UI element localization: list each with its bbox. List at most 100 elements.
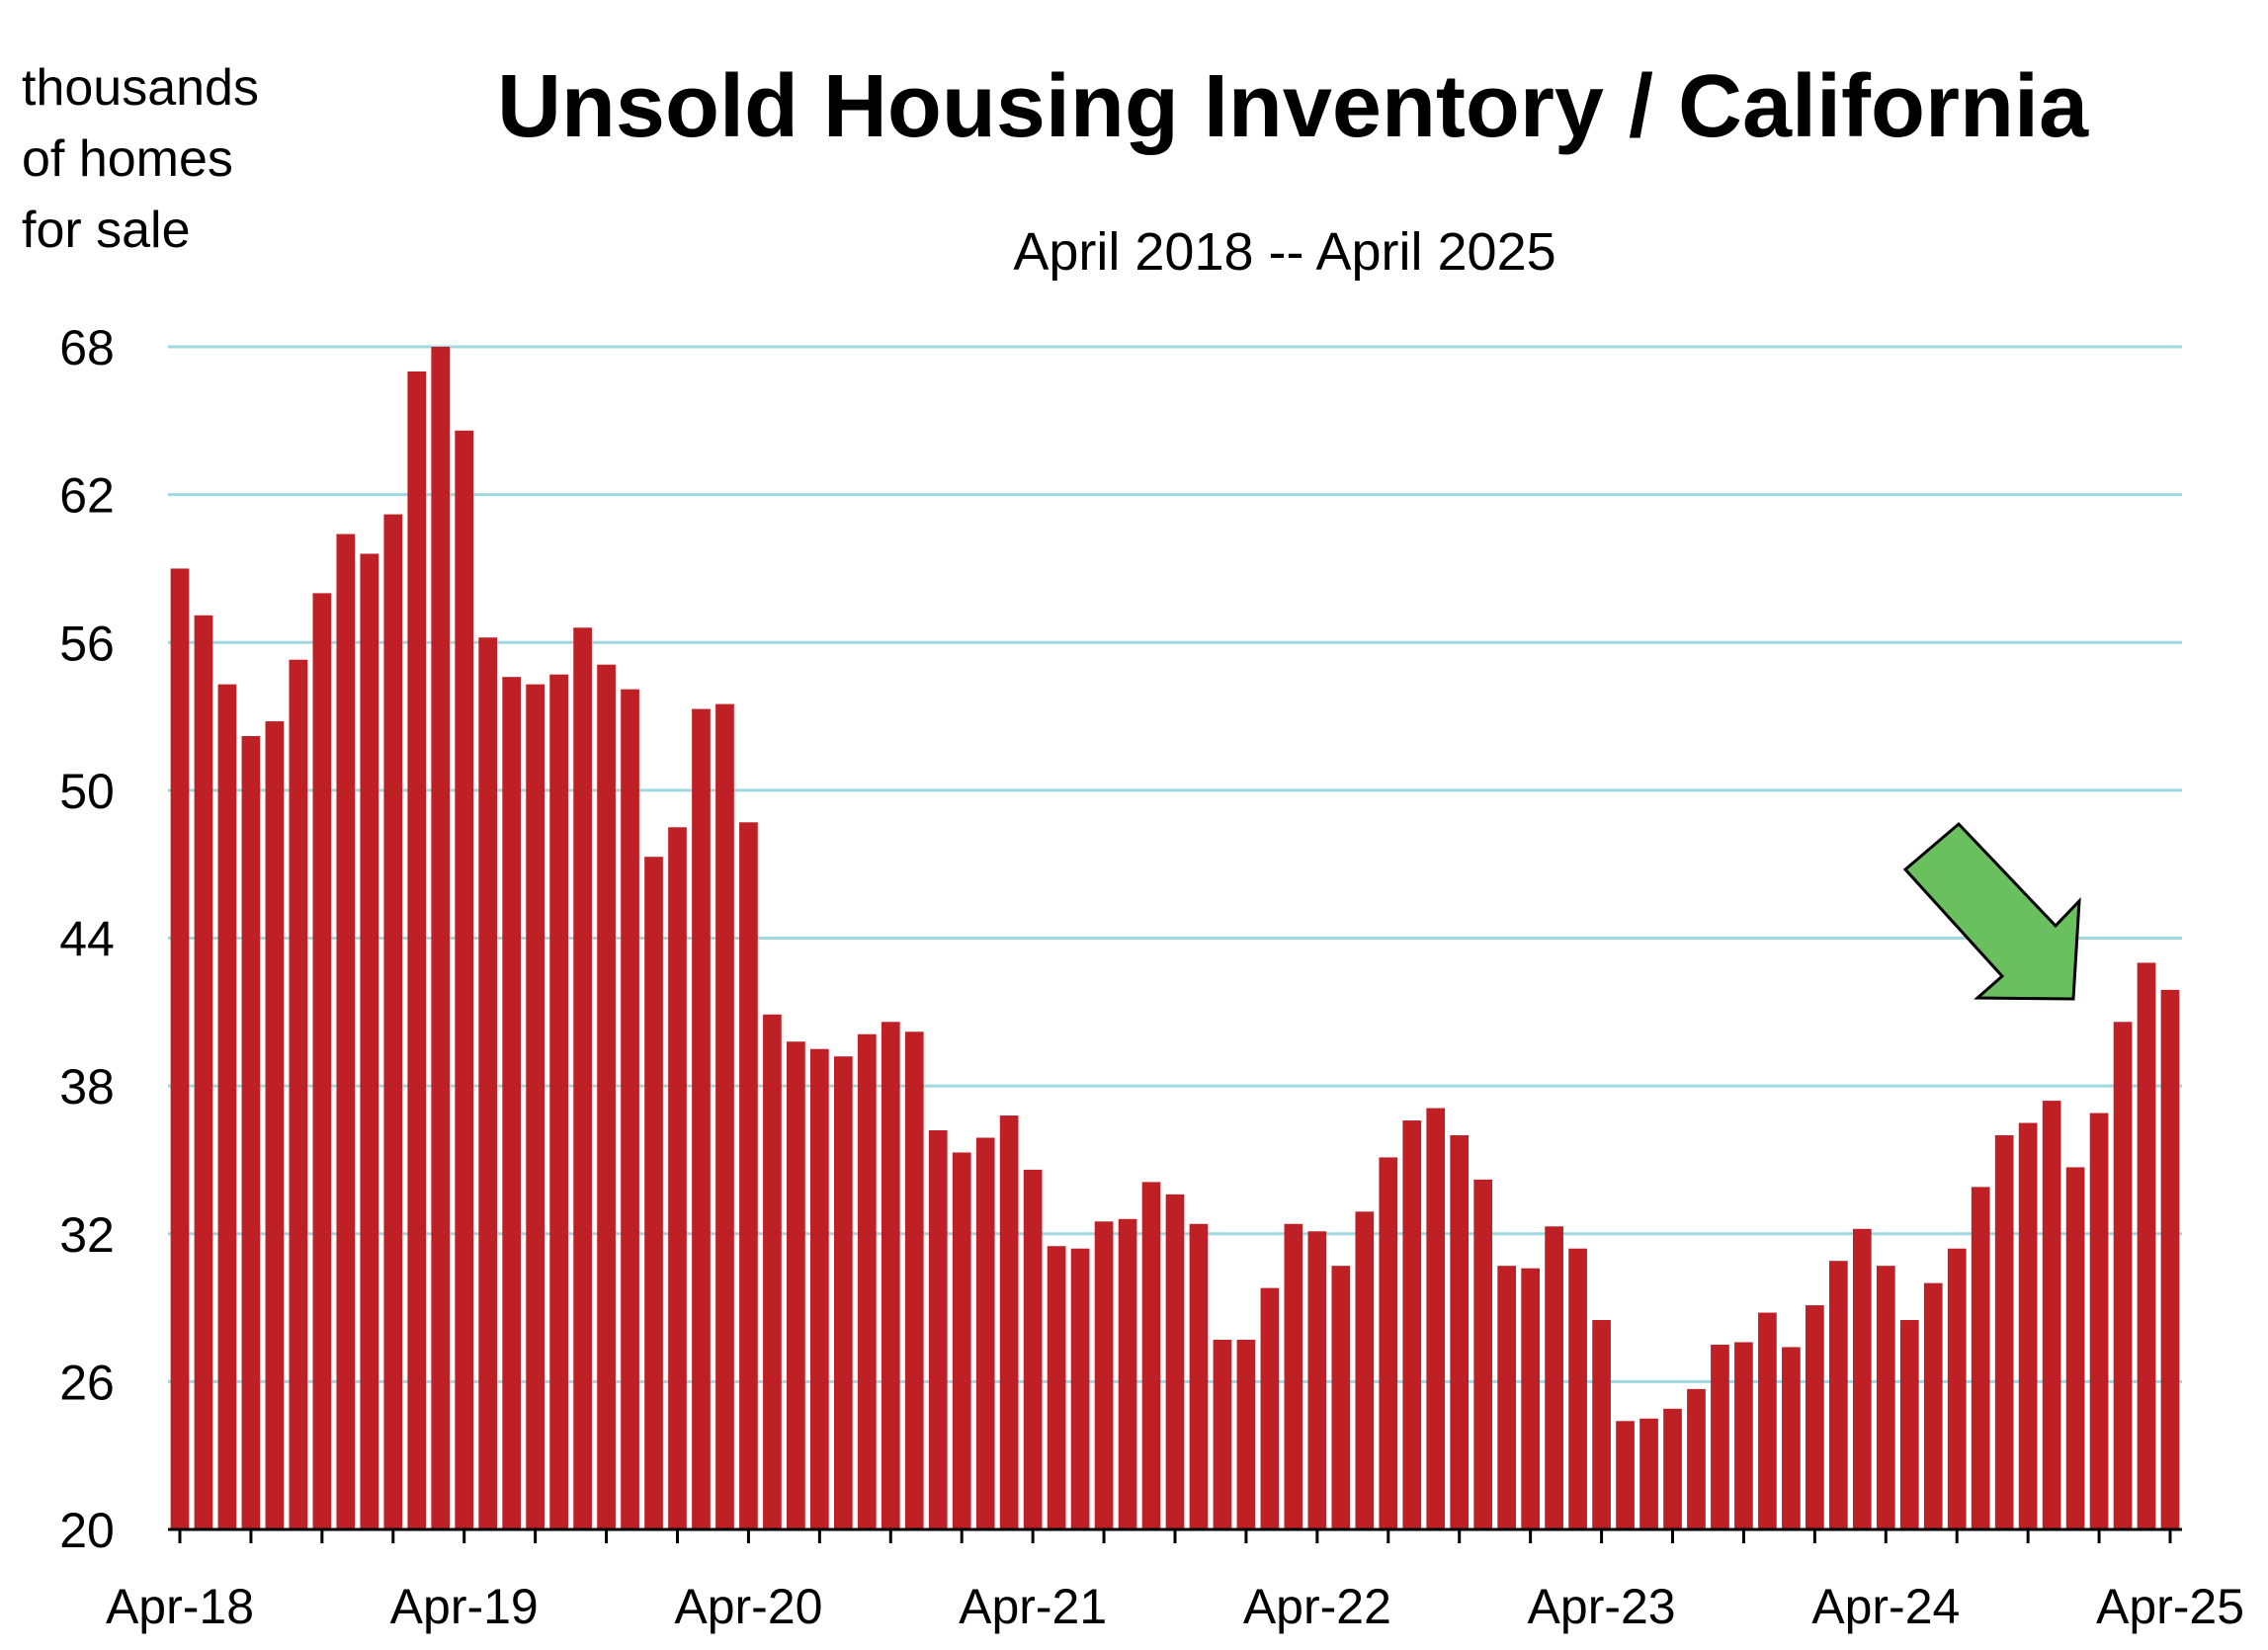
bar-dec-18 — [360, 553, 379, 1529]
bar-feb-20 — [692, 708, 711, 1529]
bar-jul-19 — [526, 684, 545, 1529]
chart-title: Unsold Housing Inventory / California — [497, 57, 2089, 156]
x-tick-labels: Apr-18 Apr-19 Apr-20 Apr-21 Apr-22 Apr-23 Apr-… — [106, 1579, 2244, 1634]
axes — [168, 1527, 2182, 1543]
x-tick-label: Apr-25 — [2096, 1579, 2244, 1634]
bar-may-21 — [1047, 1246, 1066, 1529]
bar-nov-19 — [621, 689, 639, 1529]
bar-dec-22 — [1497, 1266, 1517, 1529]
bar-oct-24 — [2018, 1122, 2038, 1529]
bar-sep-21 — [1141, 1182, 1161, 1529]
bars — [170, 347, 2180, 1530]
bar-apr-19 — [455, 430, 474, 1529]
bar-sep-20 — [857, 1033, 877, 1529]
bar-sep-18 — [289, 659, 308, 1529]
bar-mar-24 — [1852, 1228, 1872, 1529]
x-tick-label: Apr-23 — [1528, 1579, 1676, 1634]
bar-nov-20 — [904, 1031, 924, 1529]
bar-jul-23 — [1663, 1408, 1682, 1529]
green-arrow-annotation — [1902, 821, 2081, 1001]
bar-aug-22 — [1402, 1120, 1422, 1529]
bar-jan-23 — [1521, 1268, 1540, 1529]
bar-nov-23 — [1758, 1312, 1777, 1529]
bar-oct-20 — [881, 1022, 900, 1529]
bar-apr-18 — [170, 568, 190, 1529]
bar-dec-21 — [1213, 1339, 1232, 1529]
y-tick-label: 50 — [59, 764, 115, 819]
bar-jan-24 — [1806, 1305, 1824, 1529]
bar-feb-25 — [2113, 1022, 2133, 1529]
bar-feb-24 — [1828, 1261, 1848, 1529]
bar-dec-23 — [1782, 1347, 1801, 1529]
bar-may-20 — [763, 1014, 782, 1529]
bar-nov-24 — [2042, 1101, 2061, 1529]
bar-mar-25 — [2137, 962, 2156, 1529]
bar-dec-20 — [928, 1130, 948, 1529]
bar-sep-24 — [1994, 1135, 2014, 1529]
bar-jan-19 — [383, 514, 403, 1529]
y-tick-labels: 20 26 32 38 44 50 56 62 68 — [59, 320, 115, 1558]
bar-jul-21 — [1094, 1221, 1114, 1529]
bar-sep-22 — [1426, 1108, 1446, 1529]
bar-jan-20 — [668, 827, 687, 1529]
bar-dec-24 — [2065, 1167, 2085, 1529]
bar-jun-20 — [787, 1041, 805, 1529]
bar-jul-24 — [1947, 1248, 1967, 1529]
bar-aug-23 — [1687, 1388, 1706, 1529]
bar-mar-23 — [1568, 1248, 1587, 1529]
bar-mar-19 — [431, 347, 451, 1529]
x-tick-label: Apr-21 — [959, 1579, 1107, 1634]
bar-mar-20 — [715, 703, 734, 1529]
y-tick-label: 20 — [59, 1503, 115, 1558]
bar-jun-18 — [217, 684, 237, 1529]
chart-subtitle: April 2018 -- April 2025 — [1013, 222, 1555, 282]
y-axis-label-line-1: thousands — [22, 59, 259, 117]
y-axis-label-line-2: of homes — [22, 130, 233, 188]
bar-sep-23 — [1711, 1344, 1729, 1529]
y-tick-label: 62 — [59, 468, 115, 524]
bar-mar-21 — [999, 1115, 1019, 1529]
y-tick-label: 68 — [59, 320, 115, 375]
bar-oct-19 — [597, 664, 616, 1529]
bar-oct-22 — [1450, 1135, 1470, 1529]
bar-may-19 — [478, 637, 498, 1529]
bar-aug-24 — [1971, 1187, 1990, 1529]
bar-jun-24 — [1923, 1282, 1943, 1530]
bar-nov-22 — [1473, 1179, 1493, 1529]
bar-dec-19 — [644, 857, 663, 1529]
bar-apr-24 — [1876, 1266, 1895, 1529]
x-tick-label: Apr-20 — [674, 1579, 822, 1634]
bar-feb-22 — [1260, 1287, 1280, 1529]
y-tick-label: 26 — [59, 1355, 115, 1410]
bar-oct-21 — [1165, 1194, 1185, 1529]
x-tick-label: Apr-19 — [390, 1579, 539, 1634]
bar-aug-18 — [265, 721, 285, 1529]
bar-jun-22 — [1355, 1211, 1375, 1529]
bar-nov-21 — [1189, 1223, 1209, 1529]
y-tick-label: 56 — [59, 616, 115, 671]
bar-mar-22 — [1284, 1223, 1303, 1529]
x-tick-label: Apr-22 — [1243, 1579, 1391, 1634]
y-tick-label: 38 — [59, 1059, 115, 1114]
y-tick-label: 32 — [59, 1207, 115, 1263]
bar-jan-21 — [952, 1152, 971, 1529]
bar-may-18 — [194, 615, 213, 1529]
bar-aug-20 — [833, 1056, 853, 1529]
bar-jun-19 — [502, 677, 522, 1529]
bar-jan-25 — [2089, 1113, 2109, 1529]
bar-apr-23 — [1592, 1320, 1611, 1529]
x-tick-label: Apr-18 — [106, 1579, 254, 1634]
bar-apr-20 — [739, 822, 758, 1529]
bar-may-23 — [1616, 1421, 1635, 1529]
bar-jun-23 — [1639, 1418, 1658, 1529]
y-axis-label-line-3: for sale — [22, 202, 191, 259]
bar-apr-22 — [1307, 1231, 1327, 1529]
bar-feb-23 — [1545, 1226, 1563, 1529]
bar-jul-18 — [241, 736, 261, 1529]
bar-oct-23 — [1734, 1342, 1753, 1529]
y-tick-label: 44 — [59, 912, 115, 967]
bar-may-22 — [1331, 1266, 1351, 1529]
bar-jun-21 — [1070, 1248, 1090, 1529]
bar-jan-22 — [1236, 1339, 1256, 1529]
